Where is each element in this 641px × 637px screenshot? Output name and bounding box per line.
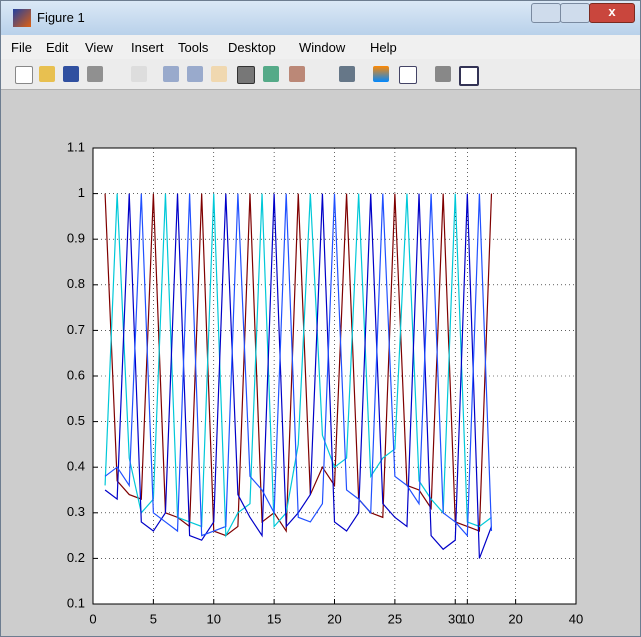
x-tick-label: 15 bbox=[267, 611, 281, 626]
x-tick-label: 0 bbox=[89, 611, 96, 626]
y-tick-label: 0.1 bbox=[67, 595, 85, 610]
save-icon[interactable] bbox=[63, 66, 79, 82]
menu-item[interactable]: View bbox=[85, 40, 113, 55]
y-tick-label: 0.5 bbox=[67, 413, 85, 428]
menu-item[interactable]: Insert bbox=[131, 40, 164, 55]
menu-item[interactable]: Help bbox=[370, 40, 397, 55]
x-tick-label: 20 bbox=[508, 611, 522, 626]
title-bar: Figure 1 x bbox=[1, 1, 640, 35]
rotate-icon[interactable] bbox=[237, 66, 255, 84]
open-icon[interactable] bbox=[39, 66, 55, 82]
pointer-icon[interactable] bbox=[131, 66, 147, 82]
menu-bar: File Edit View Insert Tools Desktop Window Help bbox=[1, 35, 640, 59]
x-tick-label: 10 bbox=[207, 611, 221, 626]
menu-item[interactable]: Edit bbox=[46, 40, 69, 55]
data-line bbox=[104, 193, 493, 537]
new-icon[interactable] bbox=[15, 66, 33, 84]
y-tick-label: 0.3 bbox=[67, 504, 85, 519]
y-tick-label: 0.7 bbox=[67, 322, 85, 337]
y-tick-label: 1.1 bbox=[67, 139, 85, 154]
y-tick-label: 0.6 bbox=[67, 367, 85, 382]
toolbar bbox=[1, 59, 640, 90]
app-icon bbox=[13, 9, 31, 27]
legend-icon[interactable] bbox=[399, 66, 417, 84]
x-tick-label: 25 bbox=[388, 611, 402, 626]
x-tick-label: 40 bbox=[569, 611, 583, 626]
zoom-out-icon[interactable] bbox=[187, 66, 203, 82]
close-button[interactable]: x bbox=[589, 3, 635, 23]
colorbar-icon[interactable] bbox=[373, 66, 389, 82]
y-tick-label: 1 bbox=[78, 185, 85, 200]
zoom-in-icon[interactable] bbox=[163, 66, 179, 82]
x-tick-label: 20 bbox=[327, 611, 341, 626]
menu-item[interactable]: Tools bbox=[178, 40, 209, 55]
data-line bbox=[104, 193, 493, 538]
axes-box bbox=[92, 147, 577, 605]
x-tick-label: 10 bbox=[460, 611, 474, 626]
link-icon[interactable] bbox=[339, 66, 355, 82]
pan-icon[interactable] bbox=[211, 66, 227, 82]
y-tick-label: 0.8 bbox=[67, 276, 85, 291]
window-title: Figure 1 bbox=[37, 10, 85, 25]
data-line bbox=[104, 193, 492, 538]
menu-item[interactable]: Desktop bbox=[228, 40, 276, 55]
menu-item[interactable]: File bbox=[11, 40, 32, 55]
datacursor-icon[interactable] bbox=[263, 66, 279, 82]
y-tick-label: 0.4 bbox=[67, 459, 85, 474]
hide-tools-icon[interactable] bbox=[435, 66, 451, 82]
x-tick-label: 30 bbox=[448, 611, 462, 626]
y-tick-label: 0.2 bbox=[67, 550, 85, 565]
y-tick-label: 0.9 bbox=[67, 231, 85, 246]
menu-item[interactable]: Window bbox=[299, 40, 346, 55]
x-tick-label: 5 bbox=[150, 611, 157, 626]
brush-icon[interactable] bbox=[289, 66, 305, 82]
show-tools-icon[interactable] bbox=[459, 66, 479, 86]
print-icon[interactable] bbox=[87, 66, 103, 82]
